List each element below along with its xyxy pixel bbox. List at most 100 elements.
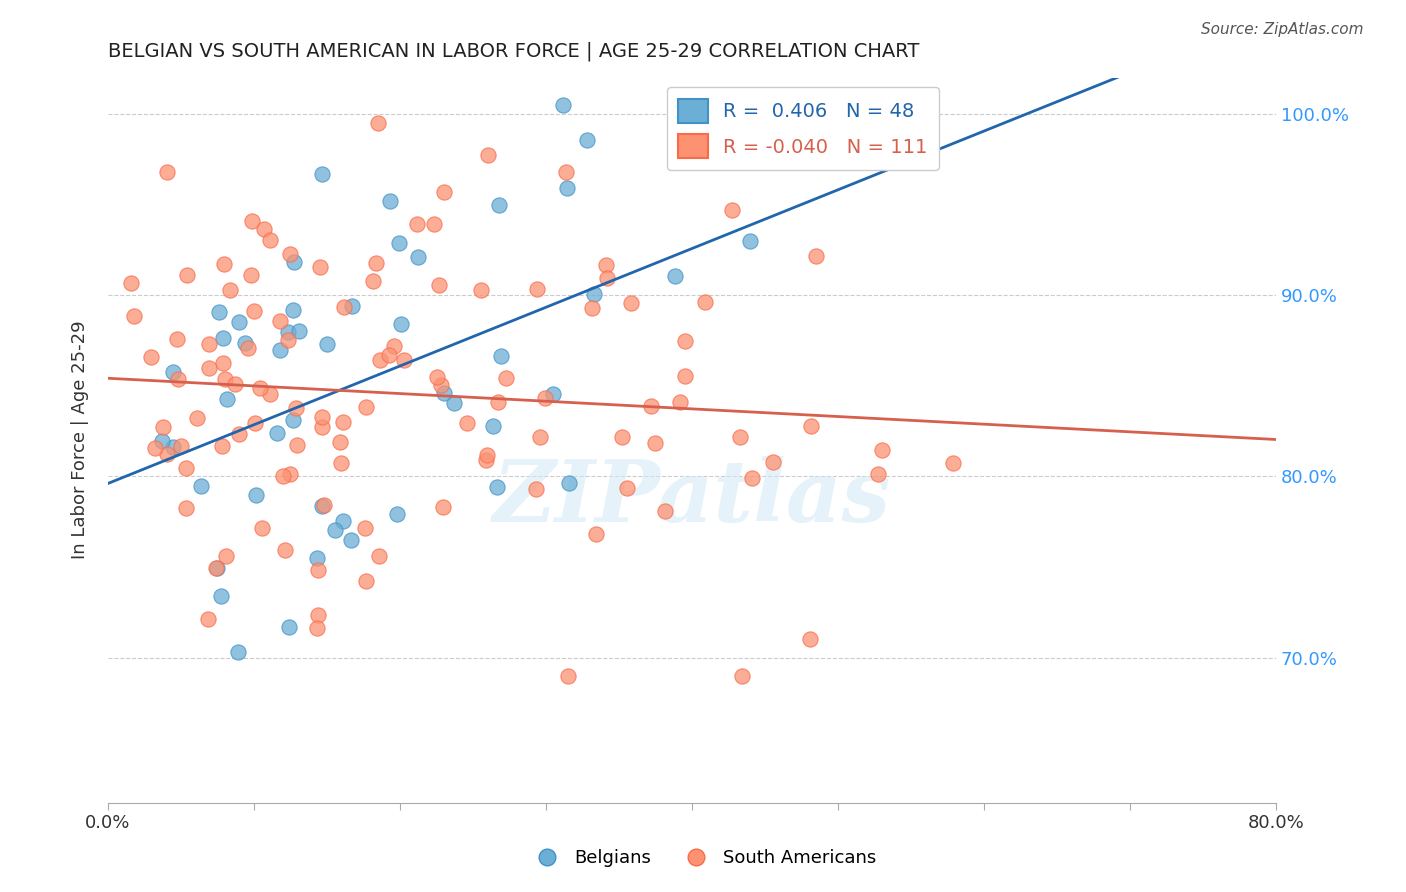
Point: [388, 235, 411, 250]
Point: [555, 165, 578, 179]
Point: [363, 275, 385, 289]
Point: [330, 456, 353, 470]
Point: [166, 372, 188, 386]
Point: [316, 337, 339, 351]
Point: [529, 430, 551, 444]
Point: [486, 395, 509, 409]
Point: [198, 337, 221, 351]
Point: [477, 148, 499, 162]
Point: [281, 302, 304, 317]
Point: [281, 413, 304, 427]
Point: [269, 314, 291, 328]
Point: [162, 365, 184, 379]
Point: [166, 332, 188, 346]
Point: [283, 255, 305, 269]
Point: [427, 277, 450, 292]
Point: [307, 563, 329, 577]
Point: [226, 645, 249, 659]
Point: [585, 526, 607, 541]
Point: [644, 435, 666, 450]
Point: [211, 439, 233, 453]
Point: [728, 430, 751, 444]
Point: [489, 349, 512, 363]
Point: [190, 479, 212, 493]
Point: [433, 185, 456, 199]
Point: [253, 221, 276, 235]
Point: [122, 310, 145, 324]
Point: [553, 97, 575, 112]
Point: [228, 427, 250, 442]
Point: [307, 607, 329, 622]
Point: [668, 395, 690, 409]
Point: [610, 430, 633, 444]
Point: [406, 250, 429, 264]
Point: [354, 574, 377, 588]
Point: [433, 385, 456, 400]
Point: [595, 258, 617, 272]
Point: [259, 387, 281, 401]
Point: [693, 295, 716, 310]
Point: [582, 287, 605, 301]
Point: [211, 356, 233, 370]
Point: [367, 549, 389, 563]
Point: [174, 501, 197, 516]
Point: [673, 334, 696, 348]
Point: [215, 392, 238, 406]
Point: [640, 399, 662, 413]
Point: [616, 482, 638, 496]
Point: [143, 441, 166, 455]
Point: [332, 415, 354, 429]
Point: [456, 417, 478, 431]
Point: [277, 325, 299, 339]
Point: [392, 352, 415, 367]
Point: [367, 116, 389, 130]
Point: [804, 249, 827, 263]
Point: [197, 361, 219, 376]
Point: [377, 348, 399, 362]
Point: [312, 498, 335, 512]
Point: [141, 350, 163, 364]
Point: [323, 523, 346, 537]
Point: [240, 268, 263, 283]
Point: [156, 447, 179, 461]
Point: [236, 341, 259, 355]
Point: [721, 202, 744, 217]
Point: [620, 296, 643, 310]
Point: [224, 377, 246, 392]
Point: [233, 335, 256, 350]
Point: [432, 500, 454, 514]
Point: [250, 521, 273, 535]
Point: [307, 550, 329, 565]
Point: [259, 233, 281, 247]
Point: [311, 499, 333, 513]
Point: [557, 669, 579, 683]
Point: [273, 468, 295, 483]
Point: [423, 217, 446, 231]
Point: [475, 448, 498, 462]
Point: [311, 167, 333, 181]
Point: [534, 391, 557, 405]
Point: [245, 488, 267, 502]
Point: [219, 283, 242, 297]
Point: [596, 270, 619, 285]
Point: [214, 372, 236, 386]
Point: [354, 521, 377, 535]
Point: [174, 461, 197, 475]
Point: [209, 589, 232, 603]
Point: [800, 419, 823, 434]
Y-axis label: In Labor Force | Age 25-29: In Labor Force | Age 25-29: [72, 321, 89, 559]
Point: [278, 467, 301, 481]
Point: [870, 443, 893, 458]
Point: [406, 217, 429, 231]
Point: [249, 381, 271, 395]
Point: [288, 324, 311, 338]
Point: [305, 621, 328, 635]
Point: [245, 416, 267, 430]
Point: [557, 476, 579, 491]
Text: BELGIAN VS SOUTH AMERICAN IN LABOR FORCE | AGE 25-29 CORRELATION CHART: BELGIAN VS SOUTH AMERICAN IN LABOR FORCE…: [108, 42, 920, 62]
Point: [762, 454, 785, 468]
Point: [664, 268, 686, 283]
Point: [481, 419, 503, 434]
Point: [329, 435, 352, 450]
Point: [368, 353, 391, 368]
